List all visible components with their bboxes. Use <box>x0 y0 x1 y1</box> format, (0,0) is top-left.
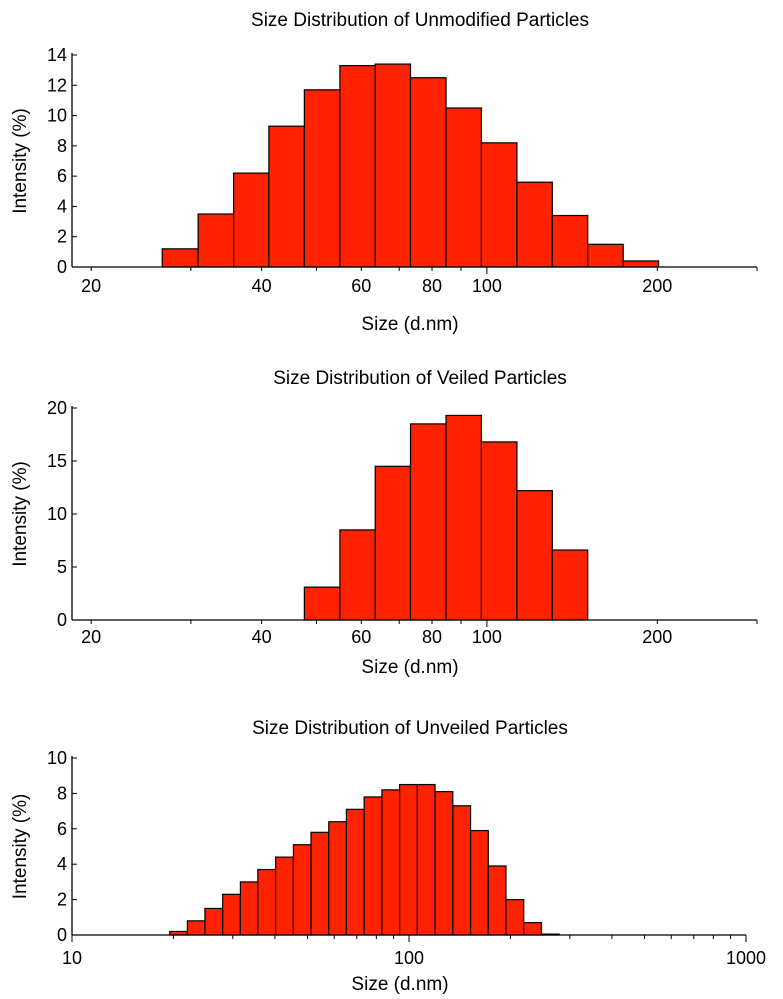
y-tick-label: 4 <box>57 196 67 216</box>
bar <box>303 89 341 268</box>
bar <box>339 529 376 621</box>
x-tick-label: 80 <box>422 276 442 296</box>
chart-3: Size Distribution of Unveiled Particles 0… <box>10 718 766 995</box>
bar <box>622 260 660 268</box>
bar <box>268 125 305 268</box>
y-tick-label: 10 <box>47 106 67 126</box>
bar <box>204 907 224 936</box>
bar <box>275 856 295 936</box>
chart-title: Size Distribution of Veiled Particles <box>273 368 567 389</box>
x-tick-label: 40 <box>252 627 272 647</box>
bar <box>523 922 543 936</box>
bar <box>374 465 412 621</box>
bar <box>409 77 447 268</box>
x-axis-label: Size (d.nm) <box>351 974 448 995</box>
bar <box>381 789 401 936</box>
y-tick-label: 8 <box>57 783 67 803</box>
bar <box>161 248 199 268</box>
y-tick-label: 0 <box>57 925 67 945</box>
y-tick-label: 0 <box>57 257 67 277</box>
bar <box>310 831 330 936</box>
x-tick-label: 1000 <box>726 948 766 968</box>
x-tick-label: 20 <box>81 276 101 296</box>
x-tick-label: 20 <box>81 627 101 647</box>
x-tick-label: 100 <box>394 948 424 968</box>
bar <box>445 107 483 268</box>
y-axis-label: Intensity (%) <box>10 108 31 214</box>
bar <box>434 791 454 936</box>
y-tick-label: 8 <box>57 136 67 156</box>
y-axis-label: Intensity (%) <box>10 794 31 900</box>
x-tick-label: 10 <box>62 948 82 968</box>
bar <box>399 783 418 936</box>
y-tick-label: 0 <box>57 610 67 630</box>
y-tick-label: 12 <box>47 75 67 95</box>
bar <box>186 920 206 936</box>
chart-1: Size Distribution of Unmodified Particle… <box>10 10 758 335</box>
y-tick-label: 2 <box>57 227 67 247</box>
bar <box>239 881 259 936</box>
x-tick-label: 200 <box>642 276 672 296</box>
bar <box>505 898 525 936</box>
x-axis-label: Size (d.nm) <box>361 314 458 335</box>
bar <box>345 808 365 936</box>
bar <box>292 844 312 936</box>
bar <box>233 172 270 268</box>
x-tick-label: 60 <box>351 627 371 647</box>
bar <box>551 549 589 621</box>
x-tick-label: 100 <box>472 276 502 296</box>
bar <box>469 829 489 936</box>
y-tick-label: 10 <box>47 504 67 524</box>
y-tick-label: 4 <box>57 854 67 874</box>
bar <box>551 214 589 268</box>
y-tick-label: 2 <box>57 890 67 910</box>
bar <box>257 868 277 936</box>
bar <box>452 805 472 936</box>
x-tick-label: 60 <box>351 276 371 296</box>
bar <box>480 142 518 268</box>
x-axis-label: Size (d.nm) <box>361 657 458 678</box>
y-tick-label: 10 <box>47 748 67 768</box>
y-tick-label: 14 <box>47 45 67 65</box>
y-tick-label: 6 <box>57 166 67 186</box>
bar <box>480 441 518 621</box>
bar <box>416 783 436 936</box>
bar <box>516 490 553 621</box>
y-tick-label: 5 <box>57 557 67 577</box>
y-tick-label: 6 <box>57 819 67 839</box>
x-tick-label: 40 <box>252 276 272 296</box>
bar <box>303 586 341 621</box>
x-tick-label: 80 <box>422 627 442 647</box>
y-tick-label: 20 <box>47 398 67 418</box>
bar <box>374 63 412 268</box>
y-tick-label: 15 <box>47 451 67 471</box>
bar <box>445 414 483 621</box>
chart-title: Size Distribution of Unveiled Particles <box>252 718 568 739</box>
chart-2: Size Distribution of Veiled Particles 0 5 1… <box>10 368 758 678</box>
chart-title: Size Distribution of Unmodified Particle… <box>251 10 589 31</box>
bar <box>587 243 624 268</box>
bar <box>363 796 383 936</box>
x-tick-label: 200 <box>642 627 672 647</box>
bar <box>516 181 553 268</box>
bar <box>339 64 376 268</box>
x-tick-label: 100 <box>472 627 502 647</box>
bar <box>328 821 348 936</box>
bar <box>409 423 447 621</box>
y-axis-label: Intensity (%) <box>10 461 31 567</box>
bar <box>222 893 241 936</box>
bar <box>487 865 507 936</box>
bar <box>197 213 235 268</box>
